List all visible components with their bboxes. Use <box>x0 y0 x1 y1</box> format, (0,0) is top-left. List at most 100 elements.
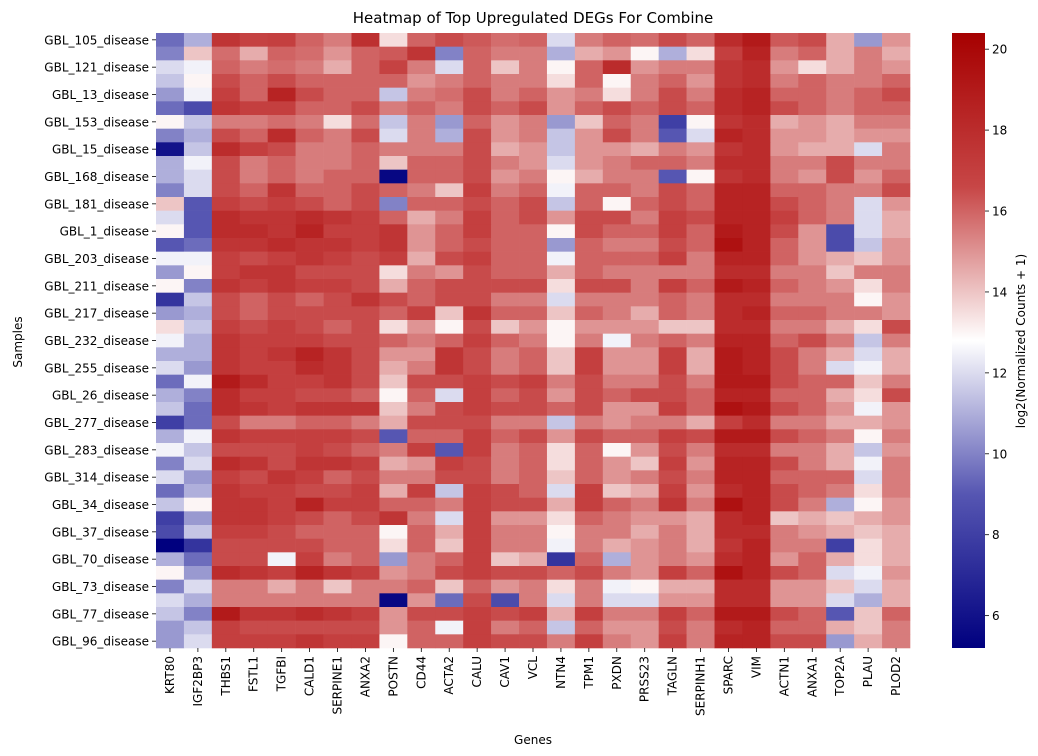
heatmap-cell <box>491 320 520 334</box>
heatmap-cell <box>435 251 464 266</box>
heatmap-cell <box>156 333 185 348</box>
heatmap-cell <box>323 511 352 526</box>
heatmap-cell <box>826 142 855 157</box>
y-tick-label: GBL_34_disease <box>52 498 149 512</box>
heatmap-cell <box>714 429 743 444</box>
heatmap-cell <box>211 33 241 47</box>
heatmap-cell <box>351 224 380 239</box>
heatmap-cell <box>351 101 380 116</box>
heatmap-cell <box>770 265 799 280</box>
heatmap-cell <box>407 552 436 567</box>
heatmap-cell <box>323 292 352 307</box>
heatmap-cell <box>435 87 464 102</box>
x-axis-label: Genes <box>514 733 552 747</box>
heatmap-cell <box>295 388 324 403</box>
heatmap-cell <box>686 279 715 293</box>
heatmap-cell <box>854 265 883 280</box>
heatmap-cell <box>407 128 436 143</box>
heatmap-cell <box>882 388 911 403</box>
heatmap-cell <box>658 634 687 649</box>
heatmap-cell <box>379 374 408 389</box>
heatmap-cell <box>882 525 911 539</box>
heatmap-cell <box>295 484 324 498</box>
heatmap-cell <box>602 46 632 61</box>
heatmap-cell <box>239 142 269 157</box>
chart-title: Heatmap of Top Upregulated DEGs For Comb… <box>353 9 713 27</box>
heatmap-cell <box>239 511 269 526</box>
heatmap-cell <box>519 402 548 416</box>
heatmap-cell <box>295 620 324 635</box>
heatmap-cell <box>463 429 492 444</box>
heatmap-cell <box>463 238 492 252</box>
heatmap-cell <box>407 101 436 116</box>
heatmap-cell <box>658 292 687 307</box>
heatmap-cell <box>826 33 855 47</box>
heatmap-cell <box>407 265 436 280</box>
heatmap-cell <box>574 183 604 198</box>
heatmap-cell <box>602 484 632 498</box>
y-tick-label: GBL_255_disease <box>44 361 149 375</box>
heatmap-cell <box>351 525 380 539</box>
heatmap-cell <box>574 251 604 266</box>
y-tick-label: GBL_73_disease <box>52 580 149 594</box>
heatmap-cell <box>546 210 576 225</box>
heatmap-cell <box>742 251 771 266</box>
heatmap-cell <box>546 142 576 157</box>
heatmap-cell <box>546 251 576 266</box>
heatmap-cell <box>686 415 715 430</box>
heatmap-cell <box>574 292 604 307</box>
heatmap-cell <box>826 361 855 375</box>
heatmap-cell <box>546 620 576 635</box>
heatmap-cell <box>463 511 492 526</box>
heatmap-cell <box>407 497 436 512</box>
heatmap-cell <box>491 538 520 553</box>
heatmap-cell <box>602 60 632 75</box>
heatmap-cell <box>602 169 632 184</box>
heatmap-cell <box>798 238 827 252</box>
heatmap-cell <box>882 197 911 211</box>
heatmap-cell <box>630 593 659 608</box>
heatmap-cell <box>882 415 911 430</box>
heatmap-cell <box>156 552 185 567</box>
heatmap-cell <box>295 33 324 47</box>
heatmap-cell <box>435 101 464 116</box>
heatmap-cell <box>156 183 185 198</box>
heatmap-cell <box>519 115 548 129</box>
heatmap-cell <box>798 306 827 321</box>
heatmap-cell <box>630 238 659 252</box>
heatmap-cell <box>854 525 883 539</box>
heatmap-cell <box>714 415 743 430</box>
heatmap-cell <box>742 46 771 61</box>
heatmap-cell <box>211 388 241 403</box>
heatmap-cell <box>854 429 883 444</box>
heatmap-cell <box>183 156 213 170</box>
heatmap-cell <box>854 279 883 293</box>
heatmap-cell <box>658 347 687 362</box>
heatmap-cell <box>323 183 352 198</box>
heatmap-cell <box>826 402 855 416</box>
heatmap-cell <box>239 607 269 621</box>
heatmap-cell <box>156 292 185 307</box>
heatmap-cell <box>295 197 324 211</box>
heatmap-cell <box>742 183 771 198</box>
heatmap-cell <box>156 156 185 170</box>
heatmap-cell <box>546 169 576 184</box>
heatmap-cell <box>546 634 576 649</box>
heatmap-cell <box>379 128 408 143</box>
heatmap-cell <box>407 251 436 266</box>
y-tick-label: GBL_277_disease <box>44 416 149 430</box>
heatmap-cell <box>491 87 520 102</box>
heatmap-cell <box>239 566 269 580</box>
x-tick-label-krt80: KRT80 <box>163 656 177 694</box>
heatmap-cell <box>882 538 911 553</box>
heatmap-cell <box>686 620 715 635</box>
heatmap-cell <box>491 443 520 457</box>
heatmap-cell <box>546 320 576 334</box>
heatmap-cell <box>323 87 352 102</box>
heatmap-cell <box>742 238 771 252</box>
heatmap-cell <box>211 210 241 225</box>
heatmap-cell <box>519 128 548 143</box>
heatmap-cell <box>686 525 715 539</box>
heatmap-cell <box>295 415 324 430</box>
x-tick-label-anxa1: ANXA1 <box>805 656 819 697</box>
